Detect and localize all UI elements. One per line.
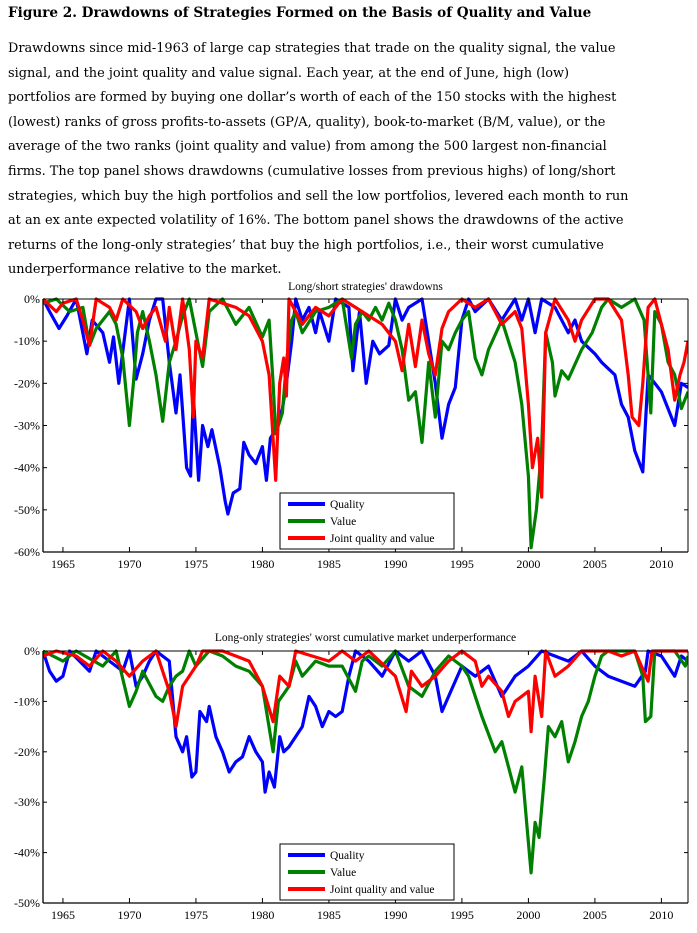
y-tick-label: -20% xyxy=(14,745,40,759)
y-tick-label: -60% xyxy=(14,545,40,559)
legend-label: Value xyxy=(330,516,356,528)
x-tick-label: 2000 xyxy=(516,908,540,922)
x-tick-label: 1995 xyxy=(450,908,474,922)
legend-label: Quality xyxy=(330,850,365,862)
x-tick-label: 1980 xyxy=(250,557,274,571)
chart-long-short-drawdowns: Long/short strategies' drawdowns 0% -10% -2… xyxy=(14,281,689,571)
caption-line: underperformance relative to the market. xyxy=(8,262,282,278)
series-line-value xyxy=(43,297,688,550)
figure-caption: Drawdowns since mid-1963 of large cap st… xyxy=(8,37,628,283)
caption-line: Drawdowns since mid-1963 of large cap st… xyxy=(8,41,616,56)
y-tick-label: -30% xyxy=(14,795,40,809)
caption-line: portfolios are formed by buying one doll… xyxy=(8,90,617,106)
chart-title: Long/short strategies' drawdowns xyxy=(288,281,443,293)
x-tick-label: 1980 xyxy=(250,908,274,922)
caption-line: at an ex ante expected volatility of 16%… xyxy=(8,213,624,229)
x-tick-label: 1985 xyxy=(317,557,341,571)
figure-heading: Figure 2. Drawdowns of Strategies Formed… xyxy=(8,5,592,21)
y-tick-label: -10% xyxy=(14,334,40,348)
legend-label: Joint quality and value xyxy=(330,533,434,545)
caption-line: (lowest) ranks of gross profits-to-asset… xyxy=(8,114,606,130)
legend-label: Value xyxy=(330,867,356,879)
x-tick-label: 1970 xyxy=(117,557,141,571)
x-tick-label: 2010 xyxy=(649,557,673,571)
x-tick-label: 2005 xyxy=(583,557,607,571)
x-tick-label: 1990 xyxy=(383,557,407,571)
caption-line: strategies, which buy the high portfolio… xyxy=(8,188,629,204)
x-tick-label: 1965 xyxy=(51,557,75,571)
x-tick-label: 1975 xyxy=(184,557,208,571)
y-tick-label: -50% xyxy=(14,503,40,517)
x-tick-label: 1970 xyxy=(117,908,141,922)
x-tick-label: 1990 xyxy=(383,908,407,922)
series-line-joint-quality-and-value xyxy=(43,649,688,734)
chart-long-only-underperformance: Long-only strategies' worst cumulative m… xyxy=(14,632,689,922)
y-tick-label: -50% xyxy=(14,896,40,910)
x-tick-label: 2010 xyxy=(649,908,673,922)
chart-title: Long-only strategies' worst cumulative m… xyxy=(215,632,516,644)
legend-label: Joint quality and value xyxy=(330,884,434,896)
x-tick-label: 1985 xyxy=(317,908,341,922)
y-tick-label: 0% xyxy=(24,644,40,658)
x-tick-label: 1965 xyxy=(51,908,75,922)
caption-line: signal, and the joint quality and value … xyxy=(8,65,570,81)
x-tick-label: 2000 xyxy=(516,557,540,571)
y-tick-label: -40% xyxy=(14,461,40,475)
x-tick-label: 2005 xyxy=(583,908,607,922)
series-line-quality xyxy=(43,649,688,794)
x-tick-label: 1975 xyxy=(184,908,208,922)
series-line-value xyxy=(43,649,688,875)
caption-line: firms. The top panel shows drawdowns (cu… xyxy=(8,163,616,179)
y-tick-label: -40% xyxy=(14,846,40,860)
y-tick-label: -20% xyxy=(14,376,40,390)
caption-line: returns of the long-only strategies’ tha… xyxy=(8,237,604,253)
x-tick-label: 1995 xyxy=(450,557,474,571)
y-tick-label: 0% xyxy=(24,292,40,306)
y-tick-label: -30% xyxy=(14,419,40,433)
y-tick-label: -10% xyxy=(14,694,40,708)
legend-label: Quality xyxy=(330,499,365,511)
caption-line: average of the two ranks (joint quality … xyxy=(8,139,607,155)
